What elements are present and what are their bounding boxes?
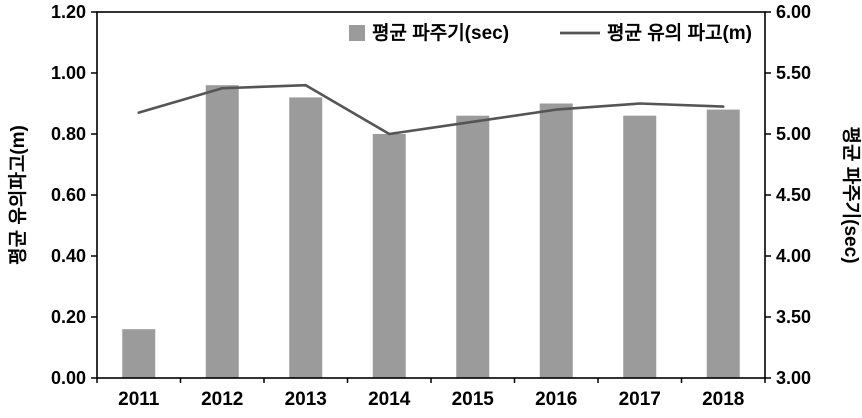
bar-2016 [539, 103, 573, 378]
x-axis-label-2011: 2011 [118, 389, 160, 410]
right-axis-tick-label: 4.00 [776, 246, 811, 266]
bar-2014 [372, 134, 406, 378]
bar-2018 [706, 109, 740, 378]
right-axis-tick-label: 6.00 [776, 2, 811, 22]
x-axis-label-2018: 2018 [702, 389, 744, 410]
line-series [137, 83, 725, 136]
right-axis-tick-label: 5.50 [776, 63, 811, 83]
plot-border [96, 11, 766, 379]
right-axis-tick-label: 3.00 [776, 368, 811, 388]
left-axis-tick-label: 0.60 [51, 185, 86, 205]
legend-bar-swatch [349, 25, 365, 41]
x-axis-label-2012: 2012 [201, 389, 243, 410]
right-axis-tick-label: 4.50 [776, 185, 811, 205]
right-axis-tick-label: 5.00 [776, 124, 811, 144]
x-axis-label-2014: 2014 [368, 389, 411, 410]
bar-2011 [122, 329, 156, 378]
legend-line-label: 평균 유의 파고(m) [607, 22, 752, 44]
left-axis-tick-label: 0.20 [51, 307, 86, 327]
x-axis-label-2017: 2017 [619, 389, 661, 410]
right-axis-title: 평균 파주기(sec) [840, 126, 862, 263]
bar-2015 [456, 115, 490, 378]
bar-2012 [205, 85, 239, 378]
left-axis-tick-label: 0.00 [51, 368, 86, 388]
x-axis-label-2016: 2016 [535, 389, 577, 410]
right-axis-tick-label: 3.50 [776, 307, 811, 327]
x-axis-label-2013: 2013 [285, 389, 327, 410]
left-axis-title: 평균 유의파고(m) [7, 125, 29, 265]
bar-2017 [623, 115, 657, 378]
left-axis-tick-label: 1.00 [51, 63, 86, 83]
left-axis-tick-label: 0.40 [51, 246, 86, 266]
left-axis-tick-label: 1.20 [51, 2, 86, 22]
bar-2013 [289, 97, 323, 379]
left-axis-tick-label: 0.80 [51, 124, 86, 144]
legend-bar-label: 평균 파주기(sec) [372, 22, 509, 44]
x-axis-label-2015: 2015 [452, 389, 495, 410]
